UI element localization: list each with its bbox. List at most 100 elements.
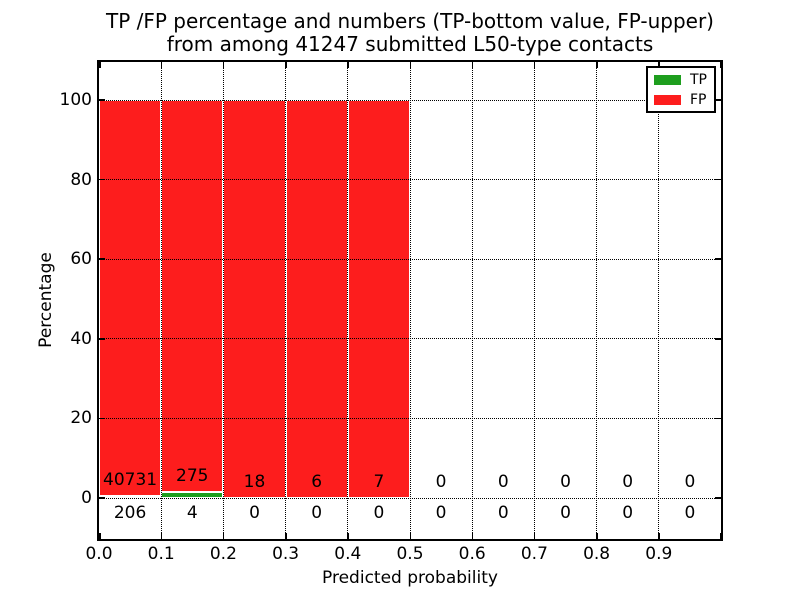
- x-tick-label: 0.8: [583, 544, 611, 564]
- fp-bar: [285, 100, 348, 498]
- x-tick-label: 0.6: [458, 544, 486, 564]
- gridline-vertical: [222, 62, 224, 539]
- x-tick-mark: [160, 62, 163, 68]
- x-tick-mark: [471, 533, 474, 539]
- y-tick-mark: [715, 338, 721, 340]
- x-tick-mark: [347, 533, 349, 539]
- gridline-horizontal: [99, 338, 721, 340]
- gridline-vertical: [347, 62, 349, 539]
- chart-title-line1: TP /FP percentage and numbers (TP-bottom…: [106, 9, 714, 33]
- fp-count-label: 0: [684, 472, 696, 492]
- fp-count-label: 0: [497, 472, 509, 492]
- y-tick-mark: [715, 417, 721, 420]
- x-tick-mark: [596, 62, 598, 68]
- legend: TP FP: [646, 66, 716, 113]
- x-tick-label: 0.7: [520, 544, 548, 564]
- y-tick-mark: [99, 99, 105, 101]
- chart-title-line2: from among 41247 submitted L50-type cont…: [166, 32, 654, 56]
- tp-count-label: 0: [497, 503, 509, 523]
- x-tick-mark: [533, 533, 536, 539]
- fp-bar: [223, 100, 286, 498]
- x-tick-label: 0.1: [147, 544, 175, 564]
- y-tick-label: 0: [81, 488, 92, 508]
- x-tick-label: 0.3: [272, 544, 300, 564]
- tp-count-label: 0: [435, 503, 447, 523]
- x-tick-mark: [409, 62, 411, 68]
- legend-label-fp: FP: [690, 91, 707, 108]
- y-tick-mark: [715, 497, 721, 499]
- gridline-horizontal: [99, 179, 721, 181]
- y-tick-mark: [99, 497, 105, 499]
- chart-title: TP /FP percentage and numbers (TP-bottom…: [99, 10, 721, 56]
- gridline-vertical: [658, 62, 660, 539]
- tp-count-label: 0: [249, 503, 260, 523]
- x-tick-mark: [596, 533, 598, 539]
- fp-bar: [347, 100, 410, 498]
- gridline-vertical: [596, 62, 598, 539]
- fp-bar: [99, 100, 162, 497]
- tp-count-label: 0: [684, 503, 696, 523]
- y-tick-label: 60: [70, 249, 92, 270]
- y-tick-mark: [715, 99, 721, 101]
- x-tick-mark: [347, 62, 349, 68]
- gridline-vertical: [285, 62, 287, 539]
- fp-count-label: 275: [176, 466, 209, 487]
- y-tick-label: 20: [70, 408, 92, 429]
- x-tick-mark: [658, 533, 660, 539]
- tp-count-label: 0: [311, 503, 323, 523]
- tp-count-label: 0: [622, 503, 634, 523]
- fp-count-label: 0: [435, 472, 447, 492]
- tp-count-label: 0: [560, 503, 571, 523]
- x-tick-mark: [719, 62, 721, 68]
- y-tick-mark: [99, 417, 105, 420]
- y-tick-label: 100: [59, 90, 92, 110]
- x-tick-label: 0.4: [334, 544, 362, 564]
- tp-swatch-icon: [654, 74, 681, 85]
- x-tick-mark: [222, 62, 225, 68]
- x-tick-mark: [160, 533, 163, 539]
- legend-row-tp: TP: [654, 71, 714, 88]
- fp-swatch-icon: [654, 94, 681, 105]
- x-tick-mark: [471, 62, 474, 68]
- fp-bar: [161, 100, 224, 493]
- y-tick-mark: [99, 258, 105, 260]
- x-tick-mark: [285, 62, 287, 68]
- x-tick-mark: [222, 533, 225, 539]
- y-tick-mark: [715, 178, 721, 181]
- tp-count-label: 206: [113, 503, 147, 523]
- gridline-horizontal: [99, 497, 721, 499]
- fp-count-label: 6: [311, 472, 323, 492]
- fp-count-label: 18: [243, 472, 266, 492]
- x-tick-mark: [719, 533, 721, 539]
- plot-area: 40731 206 275 4 18 0 6 0 7 0 0 0 0 0 0 0 0 0 0 0: [97, 60, 723, 541]
- legend-label-tp: TP: [690, 71, 707, 88]
- tp-count-label: 0: [373, 503, 385, 523]
- fp-count-label: 0: [622, 472, 634, 492]
- gridline-vertical: [533, 62, 535, 539]
- y-tick-mark: [99, 338, 105, 340]
- x-tick-mark: [285, 533, 287, 539]
- x-tick-label: 0.0: [85, 544, 113, 564]
- legend-row-fp: FP: [654, 91, 714, 108]
- x-tick-label: 0.2: [209, 544, 237, 564]
- tp-count-label: 4: [186, 503, 198, 523]
- fp-count-label: 7: [373, 472, 385, 492]
- x-tick-label: 0.9: [645, 544, 673, 564]
- gridline-horizontal: [99, 99, 721, 101]
- gridline-vertical: [471, 62, 473, 539]
- gridline-vertical: [160, 62, 162, 539]
- y-tick-label: 80: [70, 169, 92, 190]
- gridline-horizontal: [99, 258, 721, 260]
- fp-count-label: 40731: [103, 470, 158, 491]
- gridline-horizontal: [99, 417, 721, 419]
- y-tick-label: 40: [70, 328, 92, 349]
- x-tick-mark: [658, 62, 660, 68]
- x-tick-mark: [409, 533, 411, 539]
- x-tick-mark: [533, 62, 536, 68]
- y-tick-mark: [715, 258, 721, 260]
- x-tick-mark: [99, 533, 101, 539]
- x-tick-mark: [99, 62, 101, 68]
- gridline-vertical: [409, 62, 411, 539]
- y-tick-mark: [99, 178, 105, 181]
